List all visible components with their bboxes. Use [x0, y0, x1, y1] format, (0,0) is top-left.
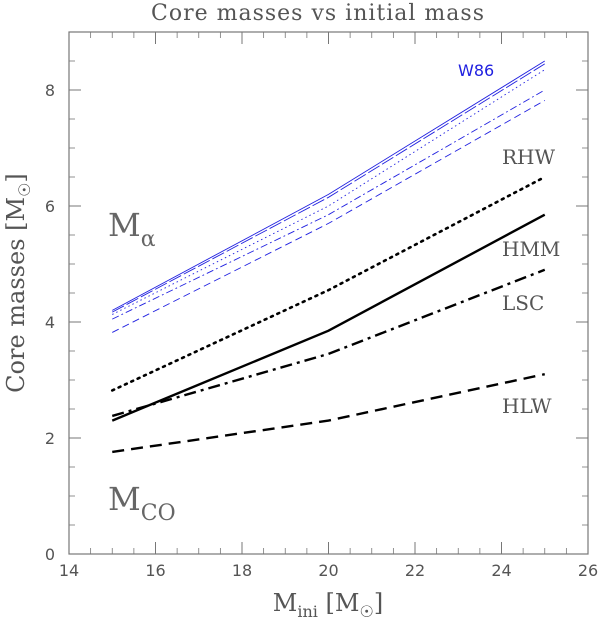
y-tick-label: 4: [45, 313, 55, 332]
y-tick-label: 2: [45, 429, 55, 448]
series-label-hlw: HLW: [502, 394, 552, 418]
chart-title: Core masses vs initial mass: [151, 1, 485, 26]
series-lines: [110, 60, 547, 454]
series-line-lsc: [111, 268, 546, 418]
m-alpha-label: Mα: [108, 206, 156, 252]
y-tick-label: 8: [45, 81, 55, 100]
series-line-hmm: [111, 213, 546, 422]
series-line-alpha-1: [112, 63, 545, 313]
x-tick-label: 18: [232, 561, 252, 580]
series-label-w86: W86: [458, 61, 494, 80]
x-tick-label: 14: [59, 561, 79, 580]
y-axis-label: Core masses [M☉]: [2, 173, 34, 393]
x-tick-label: 16: [145, 561, 165, 580]
series-line-alpha-4: [112, 100, 545, 333]
x-tick-label: 22: [405, 561, 425, 580]
series-label-rhw: RHW: [502, 145, 556, 169]
m-co-label: MCO: [108, 480, 176, 526]
y-tick-label: 0: [45, 545, 55, 564]
x-tick-label: 20: [318, 561, 338, 580]
series-label-lsc: LSC: [502, 291, 544, 315]
x-axis-label: Mini [M☉]: [273, 589, 383, 620]
y-tick-label: 6: [45, 197, 55, 216]
x-tick-label: 26: [578, 561, 598, 580]
series-line-alpha-3: [112, 89, 545, 320]
series-line-w86: [112, 60, 545, 311]
x-tick-label: 24: [491, 561, 511, 580]
series-line-rhw: [110, 175, 547, 392]
series-line-hlw: [112, 373, 546, 454]
series-label-hmm: HMM: [502, 237, 560, 261]
